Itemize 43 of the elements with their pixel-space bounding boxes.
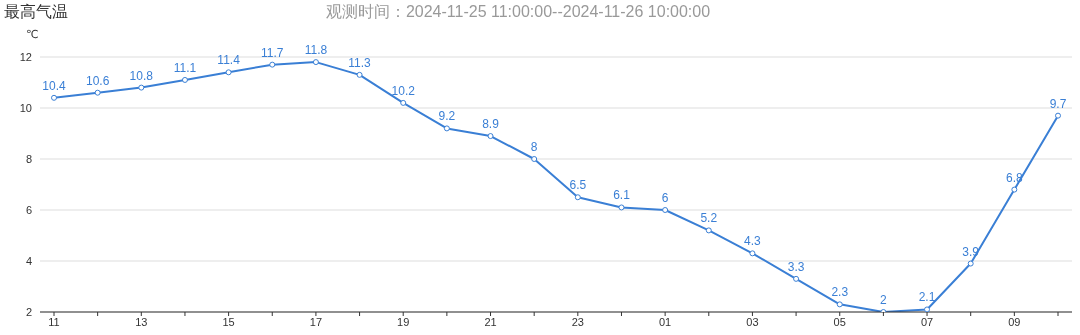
data-label: 11.4 <box>217 53 241 68</box>
data-label: 10.2 <box>391 83 416 98</box>
x-tick-label: 05 <box>833 315 846 328</box>
data-label: 10.4 <box>42 78 66 93</box>
y-axis-title: ℃ <box>26 28 39 41</box>
data-label: 6.5 <box>569 178 587 193</box>
y-tick-label: 8 <box>25 152 32 165</box>
data-label: 11.1 <box>173 60 197 75</box>
data-label: 11.3 <box>348 55 372 70</box>
x-tick-label: 09 <box>1008 315 1021 328</box>
x-tick-label: 11 <box>48 315 60 328</box>
data-label: 3.3 <box>787 259 805 274</box>
x-tick-label: 23 <box>571 315 584 328</box>
data-label: 6 <box>661 191 669 205</box>
data-label: 8 <box>530 140 538 154</box>
data-label: 9.2 <box>438 109 456 124</box>
x-tick-label: 15 <box>222 315 235 328</box>
y-tick-label: 10 <box>19 101 32 114</box>
data-label: 2.1 <box>918 290 936 305</box>
x-tick-label: 01 <box>659 315 672 328</box>
data-label: 6.1 <box>613 188 631 203</box>
y-tick-label: 4 <box>25 254 32 267</box>
data-label: 11.7 <box>261 45 284 60</box>
data-label: 10.8 <box>129 68 154 83</box>
x-tick-label: 13 <box>135 315 148 328</box>
y-tick-label: 2 <box>25 305 32 318</box>
chart-subtitle: 观测时间：2024-11-25 11:00:00--2024-11-26 10:00:00 <box>325 3 711 20</box>
data-label: 10.6 <box>85 73 110 88</box>
data-label: 2 <box>880 293 888 307</box>
y-tick-label: 6 <box>25 203 32 216</box>
data-label: 5.2 <box>700 211 718 226</box>
data-label: 9.7 <box>1049 96 1067 111</box>
x-tick-label: 03 <box>746 315 759 328</box>
data-label: 8.9 <box>482 117 500 132</box>
x-tick-label: 17 <box>309 315 323 328</box>
data-label: 4.3 <box>744 234 762 249</box>
x-tick-label: 07 <box>920 315 934 328</box>
data-label: 2.3 <box>831 285 849 300</box>
x-tick-label: 21 <box>484 315 497 328</box>
y-tick-label: 12 <box>19 50 32 63</box>
data-label: 11.8 <box>304 43 328 58</box>
chart-title: 最高气温 <box>4 2 68 22</box>
x-tick-label: 19 <box>397 315 410 328</box>
